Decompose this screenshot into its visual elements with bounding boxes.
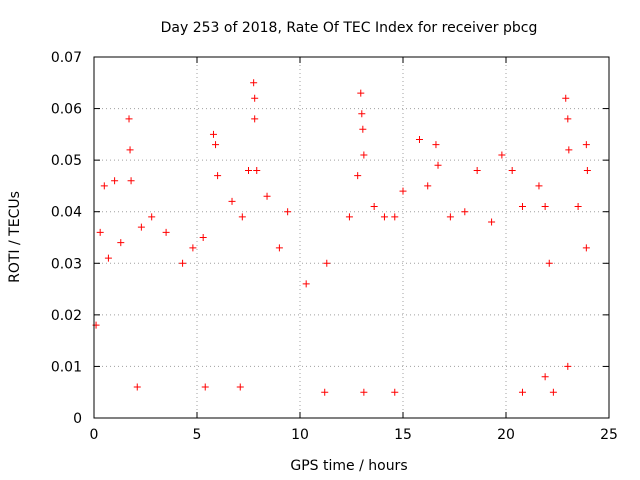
data-point (245, 166, 252, 174)
data-point (424, 182, 432, 190)
x-tick-label: 0 (90, 427, 99, 443)
data-point (212, 141, 220, 149)
x-tick-label: 25 (600, 427, 618, 443)
data-point (583, 166, 591, 174)
data-point (199, 234, 207, 241)
data-point (209, 130, 217, 138)
data-point (214, 172, 222, 180)
data-point (354, 172, 362, 180)
data-point (399, 187, 407, 195)
data-point (535, 182, 543, 190)
data-point (133, 383, 141, 391)
y-tick-label: 0.04 (51, 205, 82, 221)
data-point (345, 213, 353, 221)
data-point (357, 89, 365, 97)
data-point (125, 115, 133, 123)
data-point (189, 244, 197, 252)
data-point (284, 208, 292, 216)
data-point (434, 161, 442, 169)
y-tick-label: 0.06 (51, 102, 82, 118)
data-point (148, 213, 156, 221)
data-point (359, 125, 367, 133)
data-point (126, 146, 134, 154)
data-point (179, 259, 187, 267)
data-point (323, 259, 331, 267)
data-point (321, 388, 329, 396)
data-point (473, 166, 481, 174)
data-point (549, 388, 557, 396)
data-point (251, 115, 259, 123)
data-point (137, 223, 145, 231)
y-tick-label: 0 (73, 411, 82, 427)
plot-frame (93, 56, 610, 419)
data-point (263, 192, 271, 200)
data-point (358, 110, 366, 118)
chart-title: Day 253 of 2018, Rate Of TEC Index for r… (161, 20, 538, 36)
data-point (104, 254, 112, 262)
y-tick-label: 0.07 (51, 50, 82, 66)
data-point (498, 151, 506, 159)
data-point (201, 383, 209, 391)
data-point (541, 373, 549, 381)
axis-ticks: 0 5 10 15 20 25 0 0.01 0.02 0.03 0.04 0.05 0.06 0.07 (51, 50, 618, 443)
data-point (518, 203, 526, 211)
x-axis-label: GPS time / hours (290, 458, 407, 474)
data-point (251, 94, 259, 102)
data-point (127, 177, 135, 185)
data-point (582, 244, 590, 252)
data-point (415, 136, 423, 144)
x-tick-label: 5 (193, 427, 202, 443)
y-tick-label: 0.01 (51, 359, 82, 375)
data-point (488, 218, 496, 226)
data-point (508, 166, 516, 174)
data-point (370, 203, 378, 211)
data-point (117, 239, 125, 247)
y-axis-label: ROTI / TECUs (7, 191, 23, 283)
y-tick-label: 0.05 (51, 153, 82, 169)
data-point (582, 141, 590, 149)
data-point (360, 151, 368, 159)
data-point (236, 383, 244, 391)
x-tick-label: 20 (497, 427, 515, 443)
y-tick-label: 0.03 (51, 256, 82, 272)
data-point (360, 388, 368, 396)
data-point (391, 388, 399, 396)
data-point (541, 203, 549, 211)
data-point (564, 115, 572, 123)
data-point (302, 280, 310, 288)
data-point (545, 259, 553, 267)
data-points (92, 79, 591, 396)
data-point (518, 388, 526, 396)
x-tick-label: 15 (394, 427, 412, 443)
data-point (446, 213, 454, 221)
data-point (238, 213, 246, 221)
data-point (275, 244, 283, 252)
data-point (574, 203, 582, 211)
y-tick-label: 0.02 (51, 308, 82, 324)
grid-lines (94, 57, 609, 418)
data-point (96, 228, 104, 236)
x-tick-label: 10 (291, 427, 309, 443)
data-point (391, 213, 399, 221)
data-point (100, 182, 108, 190)
data-point (562, 94, 570, 102)
data-point (380, 213, 388, 221)
data-point (565, 146, 573, 154)
data-point (162, 228, 170, 236)
data-point (564, 362, 572, 370)
data-point (111, 177, 119, 185)
data-point (461, 208, 469, 216)
data-point (250, 79, 258, 87)
data-point (228, 197, 236, 205)
data-point (253, 166, 261, 174)
data-point (432, 141, 440, 149)
